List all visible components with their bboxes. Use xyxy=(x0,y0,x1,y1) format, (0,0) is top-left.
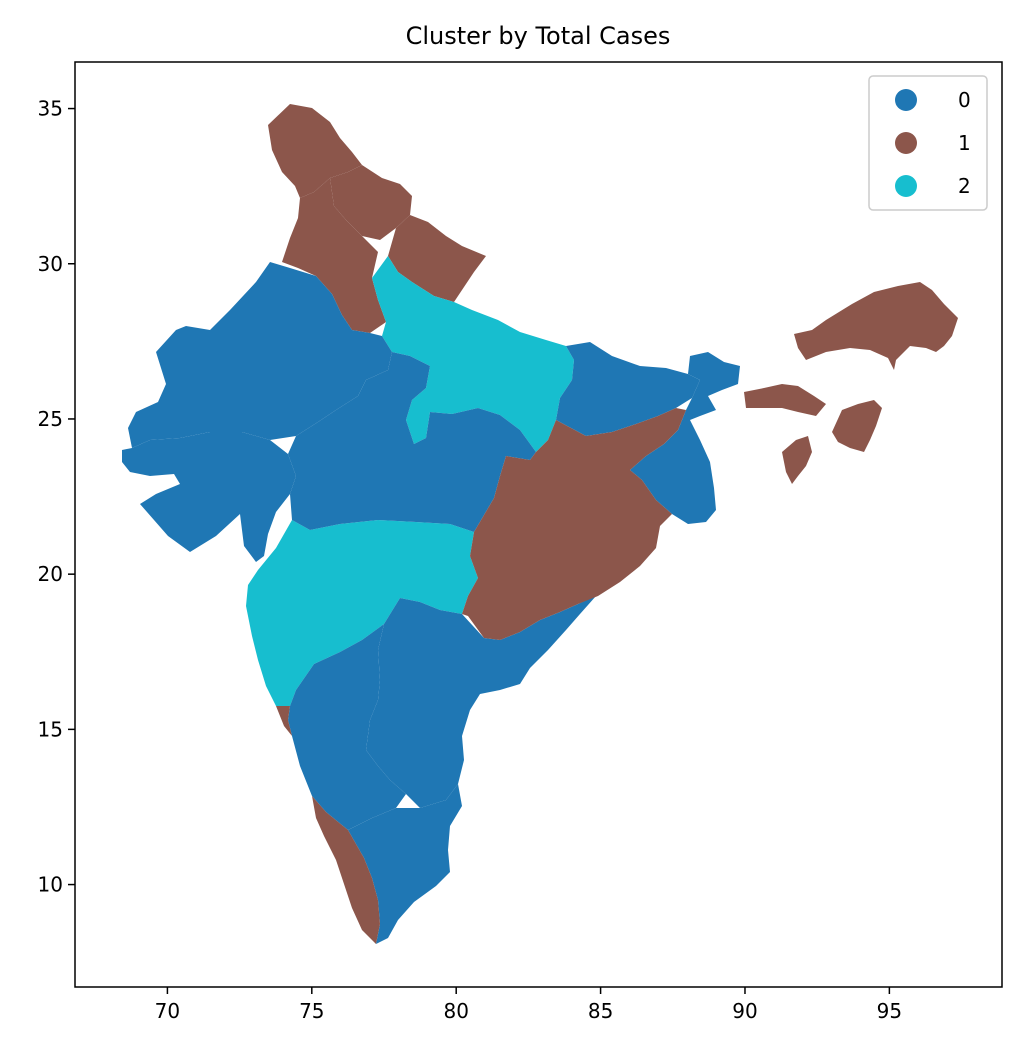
region-tamil-nadu xyxy=(348,784,462,944)
x-axis: 70 75 80 85 90 95 xyxy=(155,987,902,1023)
legend-marker-2 xyxy=(895,175,917,197)
region-tripura-mizoram xyxy=(782,436,812,484)
legend-box xyxy=(868,75,988,211)
region-assam-meghalaya xyxy=(744,384,826,416)
y-axis: 10 15 20 25 30 35 xyxy=(38,97,75,897)
region-arunachal-pradesh xyxy=(794,282,958,370)
legend: 0 1 2 xyxy=(868,75,988,211)
region-himachal-pradesh xyxy=(330,165,412,240)
y-tick-label-35: 35 xyxy=(38,97,63,121)
legend-label-0: 0 xyxy=(958,88,971,112)
x-tick-label-70: 70 xyxy=(155,999,180,1023)
x-tick-label-85: 85 xyxy=(588,999,613,1023)
region-punjab-haryana xyxy=(282,178,386,333)
y-tick-label-20: 20 xyxy=(38,562,63,586)
region-kerala xyxy=(312,796,380,944)
region-uttarakhand xyxy=(388,215,486,302)
region-andhra-telangana xyxy=(366,596,596,808)
x-tick-label-95: 95 xyxy=(877,999,902,1023)
y-tick-label-30: 30 xyxy=(38,252,63,276)
legend-marker-1 xyxy=(895,132,917,154)
map-regions xyxy=(122,104,958,944)
region-bihar xyxy=(556,342,700,436)
region-jammu-kashmir xyxy=(268,104,362,198)
region-maharashtra xyxy=(246,520,478,706)
axes-frame xyxy=(74,61,1003,988)
chart-title: Cluster by Total Cases xyxy=(406,22,671,50)
y-tick-label-15: 15 xyxy=(38,717,63,741)
region-karnataka xyxy=(288,624,406,830)
legend-label-1: 1 xyxy=(958,131,971,155)
region-chhattisgarh-jharkhand-odisha xyxy=(462,408,686,640)
region-uttar-pradesh xyxy=(372,256,574,452)
x-tick-label-90: 90 xyxy=(732,999,757,1023)
legend-label-2: 2 xyxy=(958,174,971,198)
x-tick-label-80: 80 xyxy=(443,999,468,1023)
region-gujarat xyxy=(122,432,296,562)
y-tick-label-10: 10 xyxy=(38,873,63,897)
y-tick-label-25: 25 xyxy=(38,407,63,431)
region-madhya-pradesh xyxy=(288,352,536,532)
region-manipur-nagaland xyxy=(832,400,882,452)
x-tick-label-75: 75 xyxy=(299,999,324,1023)
legend-marker-0 xyxy=(895,89,917,111)
region-west-bengal xyxy=(630,352,740,524)
region-goa xyxy=(276,706,292,736)
region-rajasthan xyxy=(128,262,392,448)
